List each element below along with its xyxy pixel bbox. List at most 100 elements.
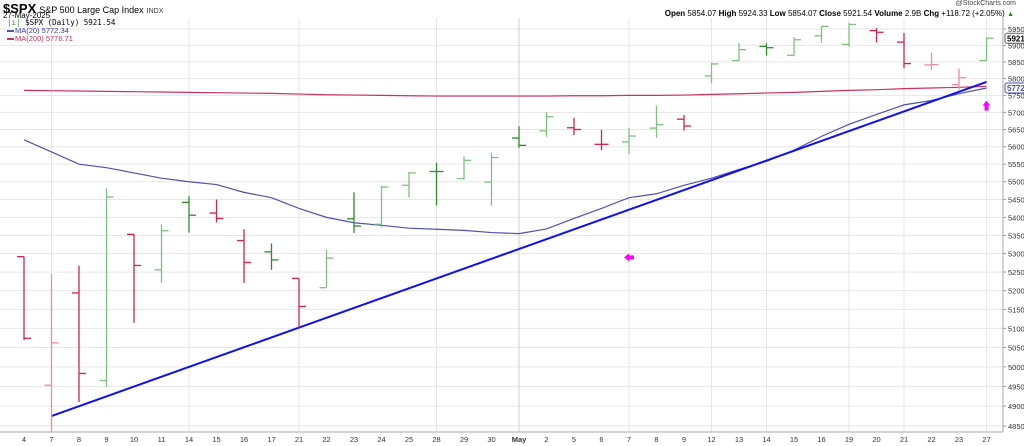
x-tick-label: 22 [322,435,330,444]
ohlc-bar [402,171,416,198]
legend-ma200: MA(200) 5776.71 [7,35,115,43]
ohlc-bar [759,43,774,56]
ma20-price-tag: 5772.34 [1007,84,1024,93]
close-label: Close [819,9,841,18]
ohlc-bar [594,129,609,151]
x-tick-label: 27 [982,435,990,444]
x-tick-label: 12 [707,435,715,444]
x-tick-label: 9 [104,435,108,444]
y-tick-label: 5400 [1008,213,1024,222]
ohlc-bar [787,37,801,57]
symbol: $SPX [3,1,37,16]
ohlc-bar [72,265,86,403]
volume-value: 2.9B [904,9,922,18]
ohlc-bar [704,62,719,84]
ohlc-bar [182,196,196,233]
ohlc-bar [374,185,389,228]
legend-ma20: MA(20) 5772.34 [7,27,115,35]
y-tick-label: 5300 [1008,250,1024,259]
y-tick-label: 5050 [1008,344,1024,353]
x-tick-label: May [512,435,527,444]
x-tick-label: 15 [790,435,798,444]
trendline [51,80,987,417]
ohlc-bar [237,229,251,283]
y-tick-label: 4850 [1008,422,1024,431]
x-tick-label: 15 [212,435,220,444]
y-tick-label: 4900 [1008,402,1024,411]
ohlc-bar [429,162,444,206]
y-tick-label: 5800 [1008,75,1024,84]
low-value: 5854.07 [787,9,817,18]
x-tick-label: 6 [599,435,603,444]
legend: |ı| $SPX (Daily) 5921.54 MA(20) 5772.34 … [7,19,115,43]
ohlc-bar [622,128,636,155]
ohlc-bar-icon: |ı| [7,18,21,27]
ohlc-bar [17,255,31,341]
last-price-tag-box [1004,32,1024,44]
y-tick-label: 5100 [1008,324,1024,333]
arrow-up-icon [982,100,991,111]
ohlc-bar [484,152,499,206]
y-tick-label: 5150 [1008,305,1024,314]
ohlc-bar [814,25,829,43]
exchange: INDX [146,8,164,15]
triangle-up-icon: ▲ [1007,11,1014,18]
high-value: 5924.33 [738,9,768,18]
y-tick-label: 5600 [1008,143,1024,152]
y-tick-label: 5500 [1008,178,1024,187]
ohlc-bar [952,68,966,90]
ohlc-bar [512,126,526,148]
chg-value: +118.72 (+2.05%) [941,9,1005,18]
x-tick-label: 21 [295,435,303,444]
x-tick-label: 9 [682,435,686,444]
y-tick-label: 5900 [1008,41,1024,50]
x-tick-label: 14 [185,435,193,444]
ohlc-bar [677,115,691,131]
chart-title: $SPX S&P 500 Large Cap Index INDX [3,1,163,16]
x-tick-label: 17 [267,435,275,444]
y-tick-label: 5950 [1008,25,1024,34]
open-label: Open [664,9,686,18]
ohlc-bar [99,188,114,388]
ohlc-bar [842,22,856,47]
ohlc-bar [567,117,581,135]
ohlc-bar [924,52,939,70]
legend-main: |ı| $SPX (Daily) 5921.54 [7,19,115,27]
chart-date: 27-May-2025 [3,11,51,20]
low-label: Low [769,9,786,18]
x-tick-label: 7 [49,435,53,444]
ma200-swatch-icon [7,38,14,41]
x-tick-label: 22 [927,435,935,444]
y-tick-label: 5450 [1008,195,1024,204]
volume-label: Volume [874,9,903,18]
y-tick-label: 5250 [1008,268,1024,277]
x-tick-label: 28 [432,435,440,444]
x-tick-label: 8 [77,435,81,444]
x-tick-label: 8 [654,435,658,444]
ohlc-bar [869,28,884,43]
ohlc-bar [347,192,361,233]
ohlc-bar [319,250,334,289]
x-tick-label: 10 [130,435,138,444]
y-tick-label: 5200 [1008,287,1024,296]
x-tick-label: 29 [460,435,468,444]
x-tick-label: 20 [872,435,880,444]
credit: @StockCharts.com [955,0,1016,7]
y-tick-label: 5550 [1008,160,1024,169]
y-tick-label: 5650 [1008,125,1024,134]
x-tick-label: 24 [377,435,385,444]
ma20-line [23,87,987,235]
ohlc-bar [897,32,911,69]
ma20-price-tag-box [1004,82,1024,94]
ohlc-bar [649,105,664,138]
x-tick-label: 23 [955,435,963,444]
ma20-swatch-icon [7,30,14,33]
open-value: 5854.07 [687,9,717,18]
arrow-left-icon [624,253,634,262]
x-tick-label: 7 [627,435,631,444]
ohlc-bar [457,156,471,180]
ohlc-bar [292,277,306,328]
y-tick-label: 5000 [1008,363,1024,372]
x-tick-label: 5 [572,435,576,444]
